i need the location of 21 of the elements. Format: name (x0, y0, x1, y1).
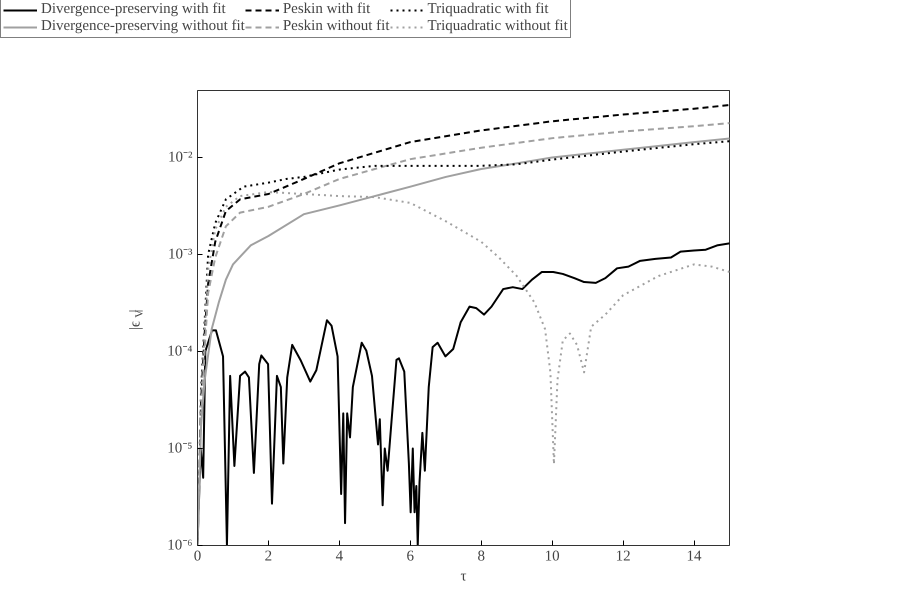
legend-label: Divergence-preserving without fit (41, 18, 245, 35)
x-tick-label: 10 (544, 548, 560, 564)
y-tick-label: 10⁻³ (168, 246, 194, 262)
y-axis-title: |ϵV| (128, 310, 146, 330)
x-tick-label: 4 (336, 548, 344, 564)
y-tick-label: 10⁻² (168, 149, 194, 166)
y-tick-label: 10⁻⁴ (167, 343, 193, 360)
legend-label: Peskin with fit (282, 1, 370, 18)
y-tick-label: 10⁻⁵ (167, 440, 193, 456)
x-tick-label: 0 (194, 548, 202, 564)
x-tick-label: 14 (686, 548, 702, 564)
x-tick-label: 8 (477, 548, 485, 564)
y-tick-label: 10⁻⁶ (167, 538, 193, 554)
x-tick-label: 6 (406, 548, 415, 564)
legend-label: Triquadratic with fit (428, 1, 549, 18)
x-tick-label: 2 (264, 548, 272, 564)
x-tick-label: 12 (616, 548, 631, 564)
legend-label: Triquadratic without fit (428, 18, 568, 35)
legend-label: Divergence-preserving with fit (41, 1, 226, 18)
legend-label: Peskin without fit (282, 18, 390, 35)
x-axis-title: τ (460, 568, 467, 584)
